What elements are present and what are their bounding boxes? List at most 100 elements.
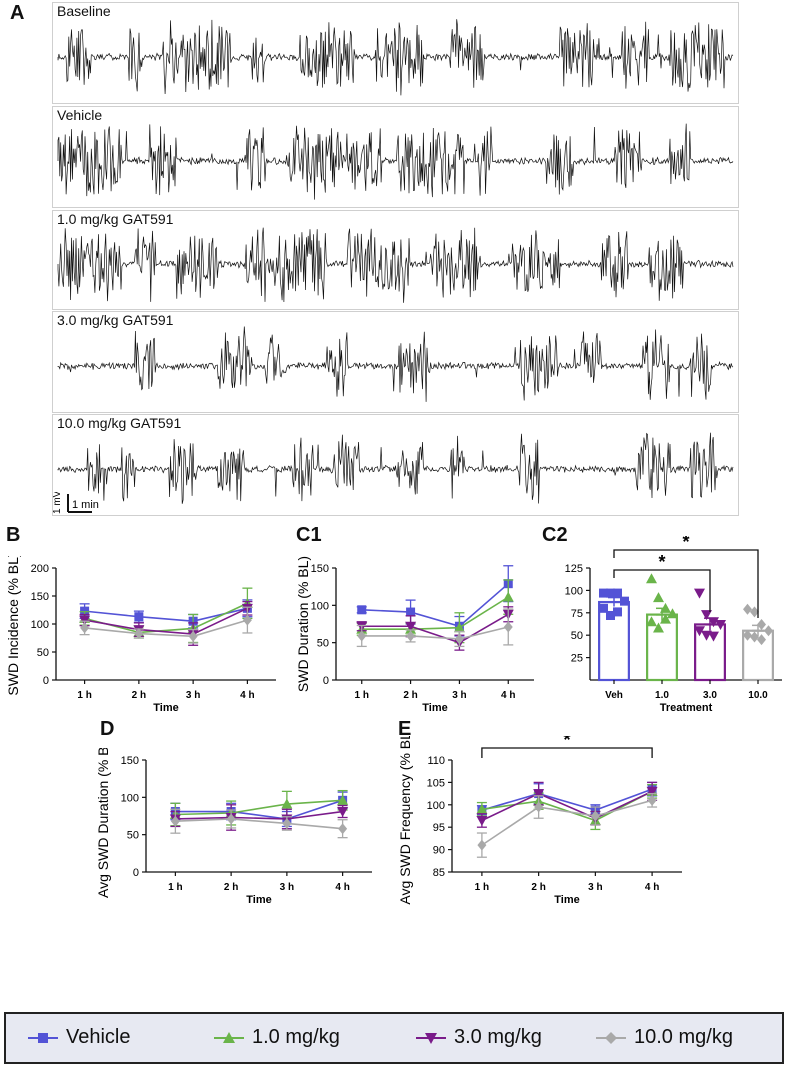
diamond-marker (534, 801, 544, 813)
legend-marker-square-icon (28, 1032, 58, 1043)
eeg-trace (57, 227, 734, 303)
trace-label: 3.0 mg/kg GAT591 (57, 312, 174, 328)
triangle-up-marker (337, 794, 349, 805)
y-tick-label: 100 (311, 600, 329, 612)
trace-label: 10.0 mg/kg GAT591 (57, 415, 182, 431)
series-line (481, 799, 653, 846)
series-2 (476, 781, 658, 828)
triangle-up-marker (660, 602, 671, 613)
scale-bar-v-label: 1 mV (52, 492, 63, 514)
y-tick-label: 50 (317, 638, 329, 650)
diamond-marker (134, 628, 144, 640)
diamond-marker (282, 817, 292, 829)
panel-letter-C1: C1 (296, 524, 322, 546)
eeg-waveform (57, 326, 734, 402)
legend-marker-triangle-up-icon (214, 1031, 244, 1043)
triangle-up-marker (281, 798, 293, 809)
series-line (84, 607, 248, 635)
eeg-waveform (57, 123, 734, 200)
x-tick-label: 1 h (475, 882, 489, 893)
y-tick-label: 50 (571, 630, 583, 642)
diamond-marker (743, 629, 752, 641)
diamond-marker (477, 839, 487, 851)
y-tick-label: 50 (127, 830, 139, 842)
y-tick-label: 75 (571, 608, 583, 620)
triangle-down-marker (405, 621, 417, 632)
significance-star: * (682, 536, 689, 552)
eeg-trace (57, 432, 734, 504)
legend-label: 3.0 mg/kg (454, 1026, 542, 1048)
significance-bracket (481, 747, 653, 758)
series-line (175, 818, 343, 830)
eeg-trace (57, 123, 734, 200)
x-tick-label: 2 h (132, 690, 146, 701)
square-marker (599, 603, 608, 613)
x-tick-label: 10.0 (748, 690, 768, 701)
eeg-waveform (57, 432, 734, 504)
diamond-marker (80, 622, 90, 634)
trace-box-baseline: Baseline (52, 2, 739, 104)
triangle-down-marker (476, 815, 488, 826)
triangle-up-marker (653, 622, 664, 633)
chart-swd-duration-bar: 25 50 75 100 125 Veh 1.0 3.0 10.0 Treatment * * (565, 536, 782, 714)
diamond-marker (406, 630, 416, 642)
triangle-down-marker (701, 610, 712, 621)
y-tick-label: 0 (43, 675, 49, 687)
eeg-trace (57, 326, 734, 402)
chart-swd-duration: 0 50 100 150 1 h 2 h 3 h 4 h Time SWD Duration (%… (295, 556, 534, 714)
square-marker (606, 610, 615, 620)
triangle-down-marker (694, 588, 705, 599)
x-tick-label: 4 h (240, 690, 254, 701)
triangle-up-marker (660, 613, 671, 624)
x-axis-label: Time (422, 702, 447, 714)
significance-bracket (613, 569, 711, 612)
y-tick-label: 105 (427, 777, 445, 789)
x-tick-label: 1 h (77, 690, 91, 701)
chart-avg-swd-duration: 0 50 100 150 1 h 2 h 3 h 4 h Time Avg SWD Duratio… (95, 748, 372, 906)
triangle-down-marker (337, 807, 349, 818)
series-line (361, 626, 509, 640)
x-axis-label: Time (153, 702, 178, 714)
series-line (84, 607, 248, 623)
y-tick-label: 50 (37, 647, 49, 659)
y-tick-label: 150 (121, 755, 139, 767)
diamond-marker (750, 631, 759, 643)
triangle-up-marker (646, 573, 657, 584)
trace-label: 1.0 mg/kg GAT591 (57, 211, 174, 227)
series-line (175, 799, 343, 820)
diamond-marker (647, 794, 657, 806)
legend-item-1mg: 1.0 mg/kg (214, 1026, 340, 1049)
diamond-marker (338, 823, 348, 835)
y-tick-label: 200 (31, 563, 49, 575)
chart-avg-swd-frequency: 85 90 95 100 105 110 1 h 2 h 3 h 4 h Time Avg SWD F… (397, 736, 682, 906)
square-marker (599, 588, 608, 598)
y-tick-label: 150 (311, 563, 329, 575)
triangle-down-marker (708, 631, 719, 642)
triangle-down-marker (646, 786, 658, 797)
x-tick-label: 3 h (588, 882, 602, 893)
x-tick-label: 2 h (403, 690, 417, 701)
diamond-marker (743, 603, 752, 615)
triangle-up-marker (502, 591, 514, 602)
diamond-marker (750, 606, 759, 618)
square-marker (613, 588, 622, 598)
legend-label: Vehicle (66, 1026, 131, 1048)
y-tick-label: 95 (433, 822, 445, 834)
diamond-marker (170, 815, 180, 827)
diamond-marker (503, 621, 513, 633)
y-axis-label: Avg SWD Duration (% BL) (95, 748, 111, 898)
x-axis-label: Treatment (660, 702, 713, 714)
trace-box-3mg: 3.0 mg/kg GAT591 (52, 311, 739, 413)
diamond-marker (226, 813, 236, 825)
chart-swd-incidence: 0 50 100 150 200 1 h 2 h 3 h 4 h Time SWD Incidenc… (5, 556, 276, 714)
x-tick-label: 3.0 (703, 690, 717, 701)
triangle-down-marker (694, 626, 705, 637)
y-tick-label: 100 (121, 792, 139, 804)
diamond-marker (590, 810, 600, 822)
significance-star: * (563, 736, 570, 750)
panel-letter-E: E (398, 718, 412, 740)
scale-bar-h-label: 1 min (72, 499, 99, 511)
y-tick-label: 0 (323, 675, 329, 687)
y-tick-label: 100 (31, 619, 49, 631)
y-tick-label: 100 (565, 585, 583, 597)
